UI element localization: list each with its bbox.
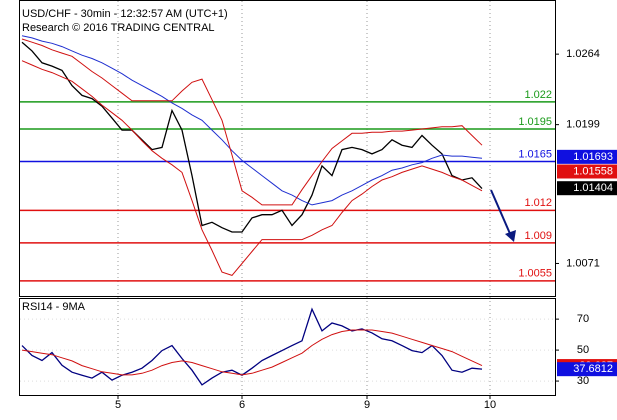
price-tag <box>557 149 617 164</box>
x-tick-label: 6 <box>239 399 245 411</box>
plot-layer: 1.022 1.0195 1.0165 1.012 1.009 1.0055 1.01693… <box>20 35 617 386</box>
x-tick-label: 5 <box>115 399 121 411</box>
price-tag-label: 1.01558 <box>573 165 613 177</box>
price-tag <box>557 362 617 377</box>
series-line <box>21 329 483 376</box>
price-tag <box>557 181 617 196</box>
price-tag-label: 1.01404 <box>573 182 613 194</box>
rsi-panel-frame <box>19 298 556 396</box>
y-tick-label: 50 <box>577 344 589 356</box>
series-line <box>21 60 483 276</box>
price-tag <box>557 164 617 179</box>
x-tick-label: 10 <box>484 399 496 411</box>
level-label: 1.0165 <box>518 148 552 160</box>
rsi-title: RSI14 - 9MA <box>22 301 86 313</box>
price-tag-label: 37.6812 <box>573 363 613 375</box>
y-tick-label: 1.0071 <box>566 257 600 269</box>
y-tick-label: 70 <box>577 313 589 325</box>
level-label: 1.022 <box>524 89 552 101</box>
price-tag-label: 1.01693 <box>573 151 613 163</box>
series-line <box>21 35 483 206</box>
y-tick-label: 1.0264 <box>566 48 600 60</box>
chart-subtitle: Research © 2016 TRADING CENTRAL <box>22 22 215 34</box>
series-line <box>21 38 483 206</box>
price-panel-frame <box>19 0 556 297</box>
series-line <box>21 307 483 386</box>
x-tick-label: 9 <box>364 399 370 411</box>
level-label: 1.0055 <box>518 268 552 280</box>
chart-title: USD/CHF - 30min - 12:32:57 AM (UTC+1) <box>22 8 228 20</box>
level-label: 1.012 <box>524 197 552 209</box>
forecast-arrow <box>490 189 516 242</box>
level-label: 1.009 <box>524 230 552 242</box>
grid-layer: 1.0071 1.0199 1.0264 30 50 70 5 6 9 10 <box>20 1 600 411</box>
series-line <box>21 41 483 233</box>
y-tick-label: 1.0199 <box>566 119 600 131</box>
y-tick-label: 30 <box>577 375 589 387</box>
level-label: 1.0195 <box>518 116 552 128</box>
